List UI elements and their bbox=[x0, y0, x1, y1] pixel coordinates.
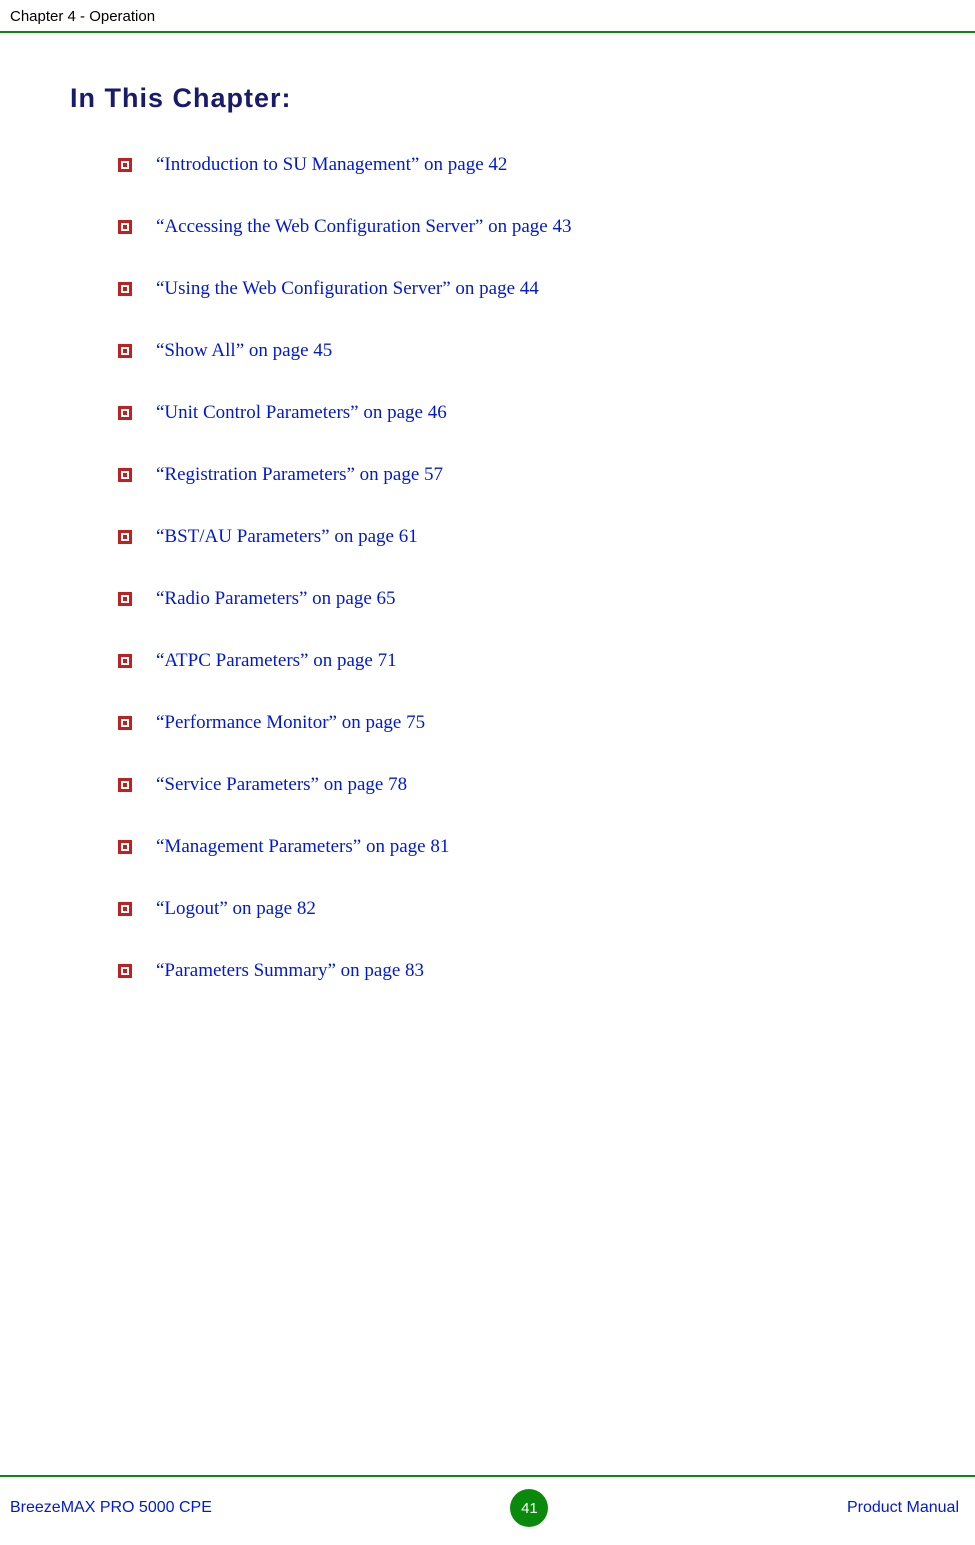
toc-link[interactable]: “Introduction to SU Management” on page … bbox=[156, 154, 507, 176]
page-header: Chapter 4 - Operation bbox=[0, 0, 975, 33]
toc-item: “ATPC Parameters” on page 71 bbox=[118, 650, 905, 672]
toc-list: “Introduction to SU Management” on page … bbox=[70, 154, 905, 982]
toc-link[interactable]: “Show All” on page 45 bbox=[156, 340, 332, 362]
page-footer: BreezeMAX PRO 5000 CPE 41 Product Manual bbox=[0, 1475, 975, 1545]
bullet-icon bbox=[118, 282, 132, 296]
toc-link[interactable]: “Management Parameters” on page 81 bbox=[156, 836, 449, 858]
toc-link[interactable]: “Service Parameters” on page 78 bbox=[156, 774, 407, 796]
bullet-icon bbox=[118, 716, 132, 730]
page-number: 41 bbox=[521, 1500, 538, 1517]
toc-item: “Performance Monitor” on page 75 bbox=[118, 712, 905, 734]
toc-link[interactable]: “Using the Web Configuration Server” on … bbox=[156, 278, 539, 300]
toc-item: “Management Parameters” on page 81 bbox=[118, 836, 905, 858]
toc-item: “Parameters Summary” on page 83 bbox=[118, 960, 905, 982]
toc-item: “Show All” on page 45 bbox=[118, 340, 905, 362]
bullet-icon bbox=[118, 654, 132, 668]
bullet-icon bbox=[118, 158, 132, 172]
bullet-icon bbox=[118, 344, 132, 358]
page-number-badge: 41 bbox=[510, 1489, 548, 1527]
bullet-icon bbox=[118, 964, 132, 978]
toc-item: “Registration Parameters” on page 57 bbox=[118, 464, 905, 486]
section-title: In This Chapter: bbox=[70, 83, 905, 114]
bullet-icon bbox=[118, 592, 132, 606]
toc-item: “BST/AU Parameters” on page 61 bbox=[118, 526, 905, 548]
toc-link[interactable]: “BST/AU Parameters” on page 61 bbox=[156, 526, 418, 548]
toc-item: “Service Parameters” on page 78 bbox=[118, 774, 905, 796]
bullet-icon bbox=[118, 902, 132, 916]
toc-link[interactable]: “Radio Parameters” on page 65 bbox=[156, 588, 396, 610]
toc-item: “Unit Control Parameters” on page 46 bbox=[118, 402, 905, 424]
toc-link[interactable]: “Logout” on page 82 bbox=[156, 898, 316, 920]
bullet-icon bbox=[118, 406, 132, 420]
bullet-icon bbox=[118, 220, 132, 234]
toc-item: “Introduction to SU Management” on page … bbox=[118, 154, 905, 176]
footer-doc-label: Product Manual bbox=[847, 1499, 959, 1517]
toc-item: “Radio Parameters” on page 65 bbox=[118, 588, 905, 610]
toc-item: “Logout” on page 82 bbox=[118, 898, 905, 920]
bullet-icon bbox=[118, 840, 132, 854]
toc-link[interactable]: “Registration Parameters” on page 57 bbox=[156, 464, 443, 486]
toc-item: “Accessing the Web Configuration Server”… bbox=[118, 216, 905, 238]
bullet-icon bbox=[118, 468, 132, 482]
toc-item: “Using the Web Configuration Server” on … bbox=[118, 278, 905, 300]
chapter-label: Chapter 4 - Operation bbox=[10, 8, 155, 25]
bullet-icon bbox=[118, 778, 132, 792]
page-content: In This Chapter: “Introduction to SU Man… bbox=[0, 33, 975, 982]
bullet-icon bbox=[118, 530, 132, 544]
toc-link[interactable]: “Unit Control Parameters” on page 46 bbox=[156, 402, 447, 424]
toc-link[interactable]: “Parameters Summary” on page 83 bbox=[156, 960, 424, 982]
toc-link[interactable]: “Accessing the Web Configuration Server”… bbox=[156, 216, 571, 238]
toc-link[interactable]: “Performance Monitor” on page 75 bbox=[156, 712, 425, 734]
footer-product: BreezeMAX PRO 5000 CPE bbox=[10, 1499, 212, 1517]
toc-link[interactable]: “ATPC Parameters” on page 71 bbox=[156, 650, 397, 672]
